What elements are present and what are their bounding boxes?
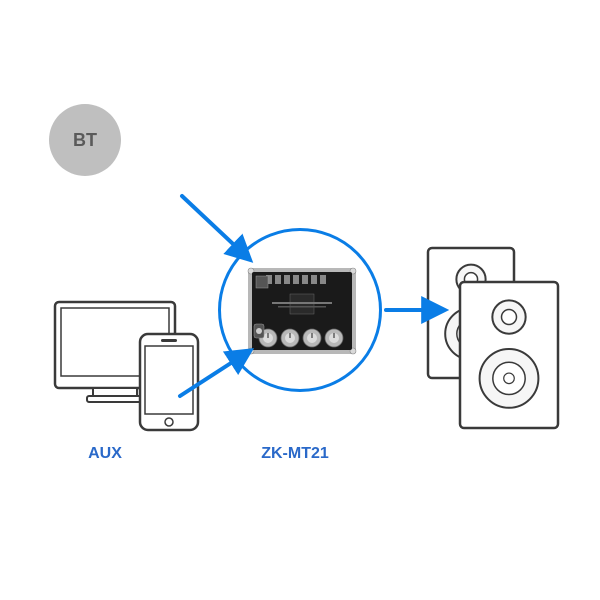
arrow-bt-to-center [182, 196, 248, 258]
arrow-aux-to-center [180, 352, 248, 396]
diagram-canvas: BT AUX ZK-MT21 [0, 0, 600, 600]
arrows [0, 0, 600, 600]
